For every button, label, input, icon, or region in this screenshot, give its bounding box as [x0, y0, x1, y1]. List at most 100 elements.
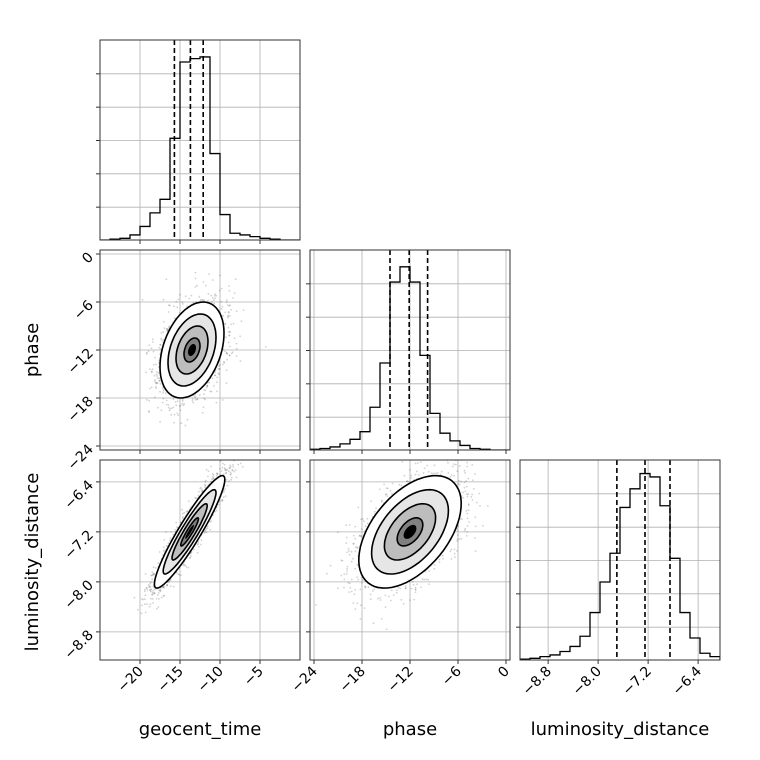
sample-point — [458, 538, 461, 540]
hist-clip — [310, 266, 510, 450]
sample-point — [386, 495, 389, 497]
sample-point — [168, 580, 171, 583]
sample-point — [211, 300, 213, 303]
sample-point — [427, 578, 429, 581]
sample-point — [380, 617, 383, 620]
sample-point — [160, 339, 163, 341]
tick-label-x: −5 — [241, 664, 267, 690]
sample-point — [222, 399, 224, 401]
sample-point — [230, 472, 233, 475]
sample-point — [172, 398, 175, 400]
sample-point — [391, 482, 394, 485]
sample-point — [181, 398, 184, 401]
sample-point — [471, 479, 474, 482]
sample-point — [228, 285, 230, 287]
sample-point — [194, 286, 197, 288]
sample-point — [154, 567, 157, 569]
sample-point — [157, 406, 159, 409]
sample-point — [178, 312, 181, 314]
sample-point — [206, 385, 209, 388]
contour-line — [159, 301, 225, 399]
sample-point — [409, 599, 411, 601]
sample-point — [228, 354, 231, 357]
sample-point — [224, 468, 227, 471]
sample-point — [181, 402, 184, 405]
sample-point — [356, 602, 359, 605]
sample-point — [192, 401, 195, 404]
contour-line — [175, 325, 209, 375]
sample-point — [228, 334, 231, 337]
panel-frame — [99, 39, 301, 241]
sample-point — [182, 303, 184, 305]
sample-point — [172, 406, 175, 409]
sample-point — [141, 298, 144, 301]
sample-point — [235, 342, 238, 345]
sample-point — [181, 301, 184, 304]
sample-point — [164, 392, 167, 395]
sample-point — [172, 533, 175, 536]
sample-point — [230, 308, 233, 311]
sample-point — [162, 387, 164, 390]
sample-point — [220, 307, 223, 310]
sample-point — [231, 457, 233, 459]
sample-point — [182, 517, 184, 519]
sample-point — [195, 497, 198, 499]
sample-point — [148, 344, 151, 346]
sample-point — [347, 547, 350, 550]
sample-point — [199, 486, 202, 489]
sample-point — [169, 408, 171, 410]
sample-point — [470, 496, 473, 498]
sample-point — [203, 532, 206, 534]
sample-point — [184, 295, 187, 298]
sample-point — [343, 578, 346, 581]
sample-point — [428, 570, 430, 572]
sample-point — [220, 470, 223, 472]
sample-point — [226, 468, 229, 471]
sample-point — [191, 400, 194, 402]
sample-point — [223, 361, 226, 364]
sample-point — [228, 345, 231, 348]
sample-point — [204, 486, 207, 489]
sample-point — [161, 401, 164, 404]
sample-point — [380, 500, 383, 503]
sample-point — [235, 355, 238, 357]
sample-point — [221, 498, 224, 501]
sample-point — [161, 586, 164, 589]
sample-point — [181, 512, 184, 515]
sample-point — [222, 314, 225, 317]
sample-point — [169, 585, 172, 587]
scatter-clip — [141, 271, 267, 427]
sample-point — [230, 478, 233, 481]
sample-point — [180, 574, 182, 577]
sample-point — [153, 572, 156, 575]
sample-point — [150, 590, 152, 593]
sample-point — [158, 377, 161, 380]
sample-point — [166, 584, 169, 587]
sample-point — [221, 466, 224, 469]
sample-point — [155, 382, 158, 385]
sample-point — [239, 360, 242, 362]
tick-label-x: −6 — [439, 663, 465, 689]
sample-point — [152, 363, 155, 366]
sample-point — [218, 373, 221, 376]
sample-point — [207, 470, 210, 472]
sample-point — [200, 490, 203, 493]
sample-point — [436, 472, 439, 474]
sample-point — [150, 347, 153, 350]
sample-point — [150, 588, 153, 591]
sample-point — [201, 299, 204, 302]
sample-point — [165, 545, 168, 547]
sample-point — [345, 536, 348, 539]
sample-point — [159, 348, 162, 351]
sample-point — [170, 413, 173, 416]
sample-point — [148, 410, 150, 413]
sample-point — [146, 589, 149, 591]
sample-point — [228, 467, 231, 469]
sample-point — [150, 574, 152, 577]
sample-point — [229, 467, 231, 469]
sample-point — [227, 311, 230, 313]
sample-point — [455, 452, 457, 454]
sample-point — [148, 411, 151, 413]
sample-point — [210, 294, 213, 297]
sample-point — [149, 585, 152, 588]
